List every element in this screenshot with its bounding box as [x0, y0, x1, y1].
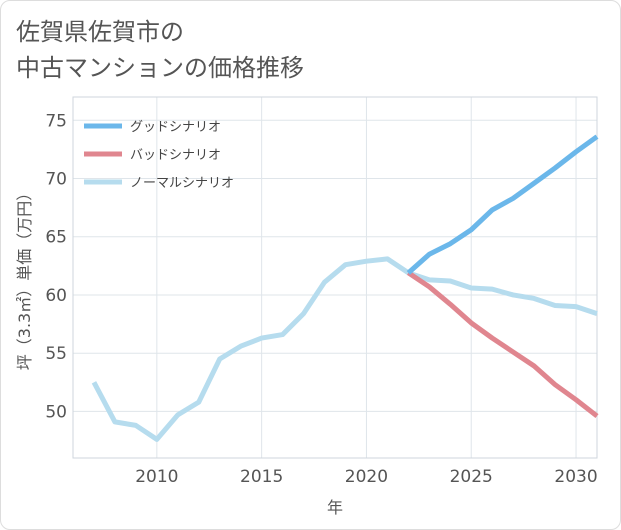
y-tick-label: 55 [45, 344, 67, 364]
chart-title-line-1: 佐賀県佐賀市の [16, 18, 184, 46]
x-tick-label: 2010 [135, 467, 178, 487]
series-line-good [406, 134, 599, 275]
y-tick-label: 50 [45, 402, 67, 422]
x-tick-label: 2025 [450, 467, 493, 487]
series-line-bad [406, 270, 599, 419]
plot-area [72, 96, 598, 459]
series-lines [91, 134, 599, 442]
legend-label: バッドシナリオ [130, 148, 221, 163]
x-tick-label: 2030 [554, 467, 597, 487]
y-tick-label: 70 [45, 170, 67, 190]
y-tick-label: 60 [45, 286, 67, 306]
legend-label: ノーマルシナリオ [130, 176, 234, 191]
chart-title: 佐賀県佐賀市の 中古マンションの価格推移 [16, 14, 476, 86]
chart-title-line-2: 中古マンションの価格推移 [16, 54, 304, 82]
series-line-normal [91, 256, 598, 442]
x-tick-label: 2020 [345, 467, 388, 487]
y-tick-label: 75 [45, 111, 67, 131]
y-tick-label: 65 [45, 228, 67, 248]
legend-label: グッドシナリオ [130, 120, 221, 135]
x-axis-title: 年 [327, 498, 343, 517]
axis-ticks: 2010 2015 2020 2025 2030 50 55 60 65 70 75 [45, 111, 597, 487]
y-axis-title: 坪（3.3㎡）単価（万円） [15, 185, 34, 370]
x-tick-label: 2015 [240, 467, 283, 487]
